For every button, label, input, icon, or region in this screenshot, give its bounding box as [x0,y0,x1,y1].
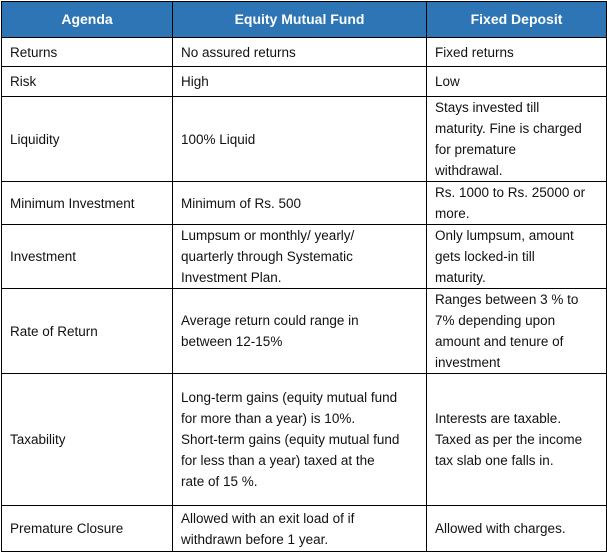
equity-cell: Minimum of Rs. 500 [172,181,427,225]
agenda-cell: Investment [1,224,173,289]
cell-text-line: investment [435,355,501,370]
cell-text-line: Stays invested till [435,100,540,115]
table-row: Risk High Low [1,66,607,97]
cell-text-line: Short-term gains (equity mutual fund [181,432,400,447]
equity-cell: High [172,66,427,97]
cell-text-line: Ranges between 3 % to [435,292,579,307]
agenda-cell: Rate of Return [1,288,173,374]
cell-text-line: High [181,74,209,89]
cell-text-line: Only lumpsum, amount [435,228,574,243]
fixed-deposit-cell: Fixed returns [426,37,607,67]
cell-text-line: amount and tenure of [435,334,564,349]
cell-text-line: withdrawal. [435,163,503,178]
fixed-deposit-cell: Only lumpsum, amount gets locked-in till m… [426,224,607,289]
agenda-cell: Premature Closure [1,505,173,552]
table-row: Rate of Return Average return could range… [1,288,607,374]
cell-text-line: for less than a year) taxed at the [181,453,375,468]
fixed-deposit-cell: Low [426,66,607,97]
cell-text-line: Rs. 1000 to Rs. 25000 or [435,185,586,200]
header-agenda: Agenda [1,1,173,38]
equity-cell: Average return could range in between 12-… [172,288,427,374]
agenda-cell: Taxability [1,373,173,506]
cell-text-line: Low [435,74,460,89]
table-row: Minimum Investment Minimum of Rs. 500 Rs. … [1,181,607,225]
table-row: Liquidity 100% Liquid Stays invested till m… [1,96,607,182]
header-fixed-deposit: Fixed Deposit [426,1,607,38]
cell-text-line: No assured returns [181,44,296,60]
cell-text-line: rate of 15 %. [181,474,258,489]
cell-text-line: Allowed with an exit load of if [181,510,355,526]
fixed-deposit-cell: Ranges between 3 % to 7% depending upon am… [426,288,607,374]
equity-cell: 100% Liquid [172,96,427,182]
cell-text-line: quarterly through Systematic [181,249,353,264]
fixed-deposit-cell: Interests are taxable. Taxed as per the i… [426,373,607,506]
agenda-cell: Liquidity [1,96,173,182]
equity-cell: No assured returns [172,37,427,67]
agenda-cell: Risk [1,66,173,97]
cell-text-line: maturity. [435,270,486,285]
agenda-cell: Returns [1,37,173,67]
table-body: Returns No assured returns Fixed returns Ri… [1,37,607,552]
cell-text-line: maturity. Fine is charged [435,121,582,136]
cell-text-line: tax slab one falls in. [435,453,554,468]
equity-cell: Lumpsum or monthly/ yearly/quarterly thr… [172,224,427,289]
cell-text-line: 7% depending upon [435,313,556,328]
cell-text-line: Average return could range in [181,313,359,328]
cell-text-line: Minimum of Rs. 500 [181,195,302,211]
header-equity-mutual-fund: Equity Mutual Fund [172,1,427,38]
fixed-deposit-cell: Stays invested till maturity. Fine is cha… [426,96,607,182]
fixed-deposit-cell: Rs. 1000 to Rs. 25000 or more. [426,181,607,225]
table-row: Returns No assured returns Fixed returns [1,37,607,67]
table-row: Investment Lumpsum or monthly/ yearly/qua… [1,224,607,289]
fixed-deposit-cell: Allowed with charges. [426,505,607,552]
cell-text-line: gets locked-in till [435,249,535,264]
cell-text-line: more. [435,206,470,221]
header-row: Agenda Equity Mutual Fund Fixed Deposit [1,1,607,38]
cell-text-line: for more than a year) is 10%. [181,411,356,426]
table-row: Taxability Long-term gains (equity mutual… [1,373,607,506]
cell-text-line: Long-term gains (equity mutual fund [181,390,398,405]
cell-text-line: Fixed returns [435,44,514,60]
cell-text-line: withdrawn before 1 year. [181,531,329,547]
cell-text-line: Allowed with charges. [435,521,566,536]
cell-text-line: Interests are taxable. [435,411,562,426]
equity-cell: Long-term gains (equity mutual fund for m… [172,373,427,506]
cell-text-line: Lumpsum or monthly/ yearly/ [181,228,355,243]
cell-text-line: for premature [435,142,517,157]
agenda-cell: Minimum Investment [1,181,173,225]
table-row: Premature Closure Allowed with an exit lo… [1,505,607,552]
cell-text-line: 100% Liquid [181,131,256,147]
cell-text-line: Taxed as per the income [435,432,583,447]
cell-text-line: Investment Plan. [181,270,282,285]
equity-cell: Allowed with an exit load of if withdrawn… [172,505,427,552]
cell-text-line: between 12-15% [181,334,283,349]
